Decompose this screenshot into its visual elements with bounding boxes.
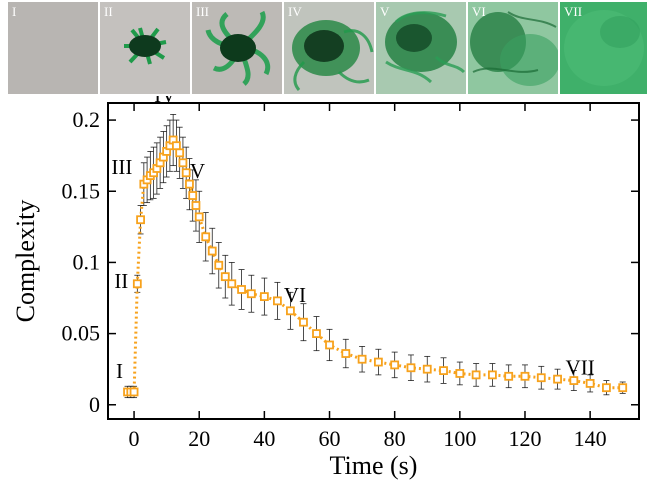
data-point bbox=[129, 387, 139, 397]
stage-label: II bbox=[114, 269, 128, 293]
photo-panel-2-image bbox=[100, 2, 190, 94]
photo-panel-4: IV bbox=[284, 2, 374, 94]
data-point bbox=[439, 366, 448, 376]
y-axis-title: Complexity bbox=[11, 200, 40, 323]
data-point bbox=[220, 272, 230, 282]
data-point bbox=[136, 215, 145, 225]
x-tick-label: 60 bbox=[319, 426, 341, 451]
photo-panel-6-label: VI bbox=[472, 4, 486, 19]
x-tick-label: 140 bbox=[574, 426, 607, 451]
photo-panel-1: I bbox=[8, 2, 98, 94]
photo-panel-7-label: VII bbox=[564, 4, 583, 19]
data-point bbox=[194, 212, 204, 222]
stage-label: V bbox=[190, 159, 205, 183]
data-point bbox=[520, 371, 530, 381]
photo-panel-5-image bbox=[376, 2, 466, 94]
data-point bbox=[188, 191, 198, 200]
photo-panel-4-image bbox=[284, 2, 374, 94]
data-point bbox=[227, 279, 237, 289]
photo-panel-3-label: III bbox=[196, 4, 209, 19]
data-point bbox=[299, 317, 308, 327]
data-point bbox=[214, 260, 224, 270]
x-tick-label: 40 bbox=[253, 426, 275, 451]
photo-panel-4-label: IV bbox=[288, 4, 302, 19]
y-tick-label: 0.1 bbox=[73, 249, 101, 274]
plot-frame bbox=[107, 102, 640, 420]
data-point bbox=[569, 376, 579, 385]
data-point bbox=[272, 296, 282, 306]
photo-panel-7-image bbox=[560, 2, 647, 94]
data-point bbox=[246, 289, 256, 299]
photo-panel-6-image bbox=[468, 2, 558, 94]
photo-panel-1-label: I bbox=[12, 4, 17, 19]
data-point bbox=[585, 379, 595, 388]
x-tick-label: 20 bbox=[188, 426, 210, 451]
stage-label: VII bbox=[566, 355, 595, 379]
data-point bbox=[175, 148, 185, 158]
data-point bbox=[357, 354, 367, 364]
photo-panel-6: VI bbox=[468, 2, 558, 94]
data-point bbox=[618, 383, 628, 393]
stage-label: III bbox=[111, 155, 132, 179]
photo-panel-5-label: V bbox=[380, 4, 390, 19]
x-tick-label: 0 bbox=[129, 426, 140, 451]
data-point bbox=[488, 370, 497, 380]
x-tick-label: 120 bbox=[508, 426, 541, 451]
photo-panel-1-image bbox=[8, 2, 98, 94]
data-point bbox=[259, 292, 269, 301]
data-point bbox=[471, 370, 481, 380]
data-point bbox=[312, 329, 321, 338]
x-tick-label: 80 bbox=[384, 426, 406, 451]
axis-ticks: 0 20 40 60 80 100 120 140 0 0.05 0.1 0.15 0.2 bbox=[62, 103, 639, 451]
data-point bbox=[602, 383, 611, 393]
error-bars bbox=[124, 113, 626, 399]
data-point bbox=[237, 285, 246, 294]
y-tick-label: 0.2 bbox=[73, 107, 101, 132]
data-point bbox=[553, 374, 562, 384]
stage-label: VI bbox=[284, 283, 306, 307]
data-point bbox=[132, 279, 142, 289]
photo-panel-7: VII bbox=[560, 2, 649, 94]
data-point bbox=[422, 364, 432, 374]
data-point bbox=[191, 201, 201, 210]
photo-panel-5: V bbox=[376, 2, 466, 94]
data-point bbox=[390, 360, 400, 370]
data-point bbox=[181, 168, 191, 178]
photo-panel-3-image bbox=[192, 2, 282, 94]
y-tick-label: 0.05 bbox=[62, 321, 101, 346]
photo-panel-2: II bbox=[100, 2, 190, 94]
data-point bbox=[286, 306, 295, 316]
data-point bbox=[341, 349, 351, 358]
data-point bbox=[536, 373, 546, 383]
data-point bbox=[504, 371, 514, 381]
x-axis-title: Time (s) bbox=[330, 451, 418, 480]
data-point bbox=[207, 246, 217, 256]
data-point bbox=[185, 179, 194, 189]
data-point bbox=[201, 232, 211, 242]
x-tick-label: 100 bbox=[443, 426, 476, 451]
photo-panel-2-label: II bbox=[104, 4, 113, 19]
y-tick-label: 0 bbox=[89, 392, 100, 417]
data-point bbox=[178, 158, 188, 168]
data-point bbox=[172, 141, 181, 151]
series-points bbox=[123, 135, 628, 397]
stage-label: IV bbox=[154, 96, 176, 107]
photo-strip: I II III IV bbox=[8, 2, 647, 94]
photo-panel-3: III bbox=[192, 2, 282, 94]
data-point bbox=[406, 363, 416, 373]
data-point bbox=[373, 357, 383, 367]
data-point bbox=[325, 340, 334, 350]
stage-label: I bbox=[116, 359, 123, 383]
y-tick-label: 0.15 bbox=[62, 178, 101, 203]
data-point bbox=[455, 369, 465, 378]
